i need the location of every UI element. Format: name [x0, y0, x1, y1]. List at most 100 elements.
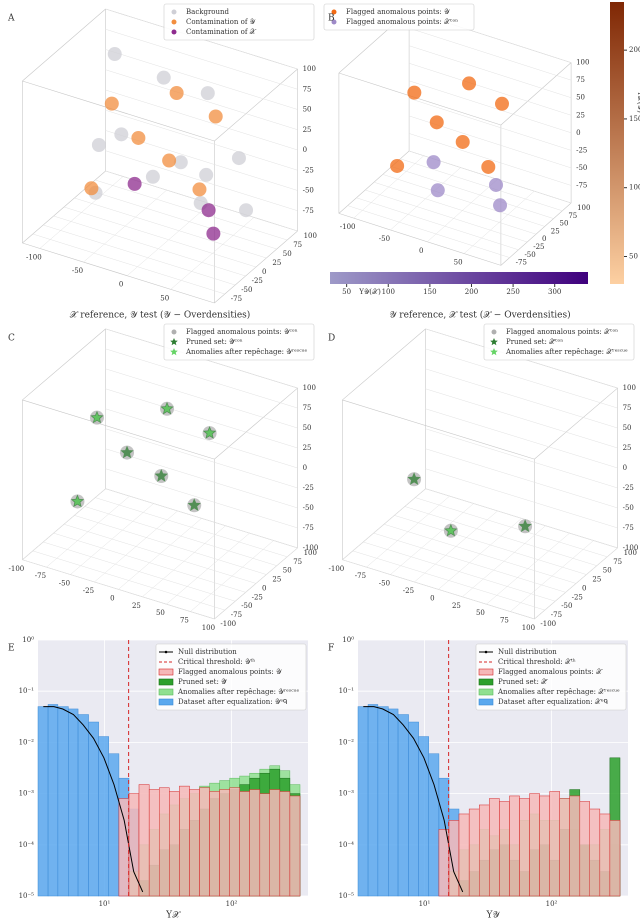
x-tick-label: 10¹ — [99, 900, 111, 908]
legend-label: Null distribution — [178, 648, 237, 656]
y-tick-label: -25 — [252, 277, 263, 285]
point — [206, 226, 221, 241]
legend-label: Null distribution — [498, 648, 557, 656]
z-tick-label: 25 — [576, 111, 585, 119]
y-tick-label: 75 — [293, 241, 302, 249]
z-tick-label: 75 — [623, 404, 632, 412]
bar — [269, 789, 281, 897]
y-tick-label: 10⁻² — [19, 738, 35, 746]
legend-marker — [478, 698, 494, 706]
legend-box — [155, 643, 307, 711]
point — [173, 155, 188, 170]
colorbar-tick-label: 50 — [342, 288, 351, 296]
legend-label: Dataset after equalization: 𝒴ᵉᑫ — [178, 698, 287, 706]
y-tick-label: 25 — [592, 576, 601, 584]
point — [426, 155, 441, 170]
colorbar-tick-label: 250 — [506, 288, 519, 296]
legend-label: Anomalies after repêchage: 𝒴ʳᵉˢᶜᵘᵉ — [185, 348, 307, 356]
x-tick-label: -50 — [72, 267, 83, 275]
box-edge — [22, 8, 106, 82]
bar — [118, 798, 130, 897]
grid-line — [74, 515, 267, 575]
y-tick-label: 75 — [568, 212, 577, 220]
bar — [559, 798, 570, 897]
box-edge — [342, 399, 535, 460]
colorbar-tick-label: 200 — [629, 46, 640, 54]
y-tick-label: -50 — [241, 602, 252, 610]
bar — [98, 736, 109, 897]
bar — [549, 791, 560, 897]
bar — [357, 706, 369, 897]
legend-marker — [164, 650, 168, 654]
grid-line — [356, 197, 519, 251]
z-tick-label: -50 — [303, 504, 314, 512]
z-tick-label: 0 — [303, 146, 307, 154]
z-tick-label: -25 — [576, 146, 587, 154]
y-tick-label: 10⁻⁵ — [19, 892, 35, 900]
legend-label: Pruned set: 𝒳̃ — [498, 678, 548, 686]
y-tick-label: 0 — [582, 584, 586, 592]
bar — [468, 808, 480, 897]
z-tick-label: 100 — [303, 384, 316, 392]
x-tick-label: 50 — [454, 259, 463, 267]
z-tick-label: -25 — [623, 484, 634, 492]
y-tick-label: -25 — [533, 243, 544, 251]
bar — [239, 791, 250, 897]
box-edge — [22, 80, 215, 142]
grid-line — [43, 541, 236, 602]
bar — [589, 808, 601, 897]
point — [72, 496, 83, 506]
legend-label: Pruned set: 𝒴̃ᶜᵒⁿ — [186, 338, 243, 346]
bar — [68, 708, 79, 897]
grid-line — [105, 49, 298, 110]
x-tick-label: -50 — [59, 580, 70, 588]
point — [120, 445, 134, 459]
point — [493, 198, 508, 213]
bar — [458, 813, 470, 897]
x-tick-label: 100 — [522, 624, 535, 632]
legend-marker — [171, 29, 177, 35]
bar — [57, 706, 69, 897]
bar — [539, 795, 550, 897]
point — [107, 47, 122, 62]
y-tick-label: 50 — [283, 567, 292, 575]
null-line — [363, 706, 464, 893]
legend-marker — [478, 668, 494, 676]
z-tick-label: 100 — [576, 59, 589, 67]
legend-label: Anomalies after repêchage: 𝒳ʳᵉˢᶜᵘᵉ — [497, 688, 620, 696]
legend-marker — [331, 19, 337, 25]
bar — [579, 801, 591, 897]
point — [200, 86, 215, 101]
bar — [249, 789, 261, 897]
bar — [448, 820, 460, 897]
grid-line — [22, 559, 215, 620]
point — [84, 181, 99, 196]
legend-box — [483, 323, 635, 361]
legend-label: Critical threshold: 𝒴ᵗʰ — [178, 658, 255, 666]
colorbar — [330, 272, 588, 284]
grid-line — [363, 541, 556, 602]
x-tick-label: 50 — [160, 294, 169, 302]
box-edge — [22, 242, 215, 304]
grid-line — [84, 506, 277, 566]
grid-line — [391, 166, 554, 219]
grid-line — [105, 110, 298, 171]
grid-line — [347, 205, 510, 258]
bar — [229, 787, 240, 897]
bar — [219, 789, 230, 897]
legend-box — [475, 643, 627, 711]
legend-label: Background — [186, 8, 230, 16]
colorbar-label: Υ𝒴(𝒳) — [358, 288, 381, 296]
y-tick-label: 0 — [262, 584, 266, 592]
grid-line — [342, 559, 535, 620]
panel-label: A — [7, 14, 15, 24]
y-tick-label: 25 — [272, 259, 281, 267]
legend-label: Pruned set: 𝒳̃ᶜᵒⁿ — [506, 338, 563, 346]
legend-marker — [158, 678, 174, 686]
point — [114, 127, 129, 142]
point — [104, 96, 119, 111]
y-tick-label: 10⁻¹ — [339, 687, 355, 695]
y-tick-label: 10⁻³ — [19, 790, 35, 798]
grid-line — [105, 348, 298, 409]
z-tick-label: 0 — [303, 464, 307, 472]
